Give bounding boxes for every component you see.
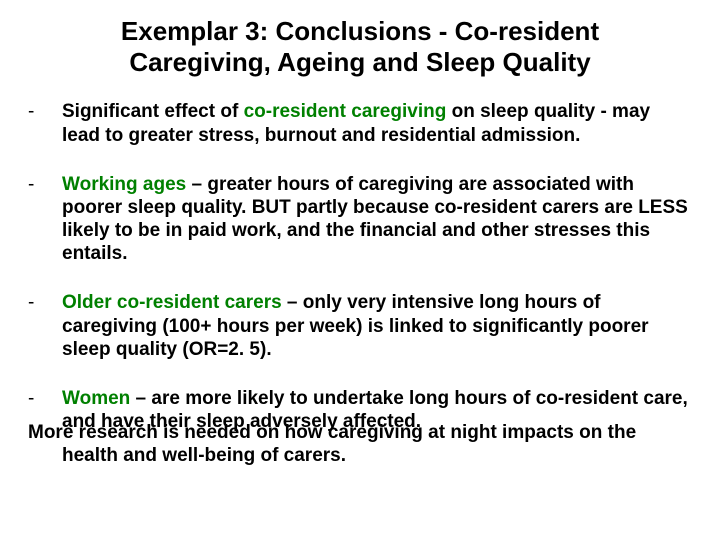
bullet-text: Working ages – greater hours of caregivi… (62, 173, 692, 266)
closing-text: More research is needed on how caregivin… (28, 421, 692, 467)
bullet-list: - Significant effect of co-resident care… (28, 100, 692, 433)
list-item: - Working ages – greater hours of caregi… (28, 173, 692, 266)
bullet-dash: - (28, 173, 62, 266)
list-item: - Older co-resident carers – only very i… (28, 291, 692, 361)
bullet-highlight: Older co-resident carers (62, 292, 282, 313)
slide: Exemplar 3: Conclusions - Co-resident Ca… (0, 0, 720, 540)
bullet-text: Significant effect of co-resident caregi… (62, 100, 692, 146)
list-item: - Significant effect of co-resident care… (28, 100, 692, 146)
bullet-text: Older co-resident carers – only very int… (62, 291, 692, 361)
title-lead: Exemplar 3: (121, 16, 268, 46)
slide-title: Exemplar 3: Conclusions - Co-resident Ca… (58, 16, 662, 78)
bullet-highlight: Women (62, 388, 130, 409)
bullet-dash: - (28, 291, 62, 361)
bullet-highlight: co-resident caregiving (244, 101, 447, 122)
bullet-highlight: Working ages (62, 174, 186, 195)
bullet-dash: - (28, 100, 62, 146)
bullet-pre: Significant effect of (62, 101, 244, 122)
